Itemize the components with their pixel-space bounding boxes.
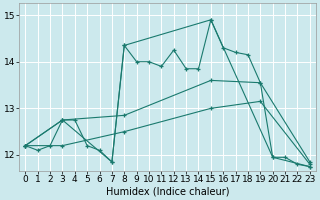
X-axis label: Humidex (Indice chaleur): Humidex (Indice chaleur) — [106, 187, 229, 197]
